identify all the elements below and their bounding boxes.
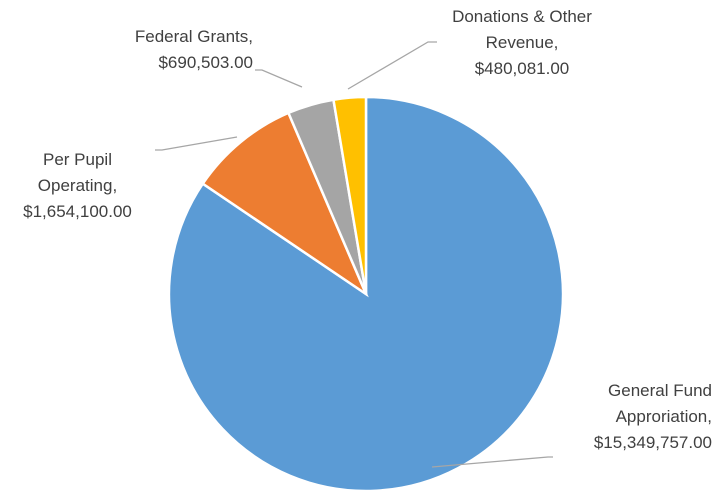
value-label: $690,503.00 bbox=[158, 53, 253, 72]
value-label: $480,081.00 bbox=[474, 59, 570, 78]
leader-line bbox=[155, 136, 238, 151]
label-category-line: Federal Grants, bbox=[93, 24, 253, 50]
leader-line bbox=[255, 69, 303, 88]
data-label: Per Pupil Operating, $1,654,100.00 bbox=[0, 147, 155, 225]
label-separator: , bbox=[553, 33, 559, 52]
pie-slice bbox=[201, 111, 369, 298]
label-category-line: Per Pupil Operating, bbox=[23, 147, 133, 199]
category-name: Donations & Other Revenue bbox=[452, 7, 592, 52]
data-label: Federal Grants, $690,503.00 bbox=[93, 24, 253, 76]
pie-slice bbox=[167, 95, 565, 490]
data-label: General Fund Approriation, $15,349,757.00 bbox=[552, 378, 712, 456]
data-label: Donations & Other Revenue, $480,081.00 bbox=[442, 4, 602, 82]
category-name: General Fund Approriation bbox=[608, 381, 712, 426]
leader-line bbox=[347, 41, 437, 90]
label-separator: , bbox=[112, 176, 118, 195]
label-separator: , bbox=[707, 407, 712, 426]
value-label: $1,654,100.00 bbox=[23, 202, 132, 221]
label-separator: , bbox=[248, 27, 253, 46]
label-category-line: Donations & Other Revenue, bbox=[452, 4, 592, 56]
pie-slice bbox=[332, 95, 368, 295]
category-name: Per Pupil Operating bbox=[37, 150, 113, 195]
category-name: Federal Grants bbox=[134, 27, 249, 46]
leader-line bbox=[431, 456, 553, 468]
value-label: $15,349,757.00 bbox=[593, 433, 712, 452]
label-category-line: General Fund Approriation, bbox=[572, 378, 712, 430]
